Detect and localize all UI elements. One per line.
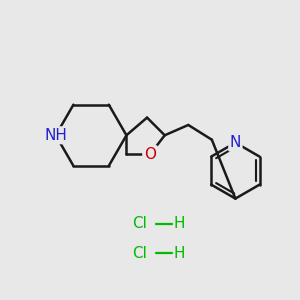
Text: Cl: Cl	[132, 246, 147, 261]
Text: H: H	[174, 246, 185, 261]
Text: NH: NH	[44, 128, 67, 143]
Text: O: O	[144, 147, 156, 162]
Text: N: N	[230, 135, 241, 150]
Text: H: H	[174, 216, 185, 231]
Text: Cl: Cl	[132, 216, 147, 231]
